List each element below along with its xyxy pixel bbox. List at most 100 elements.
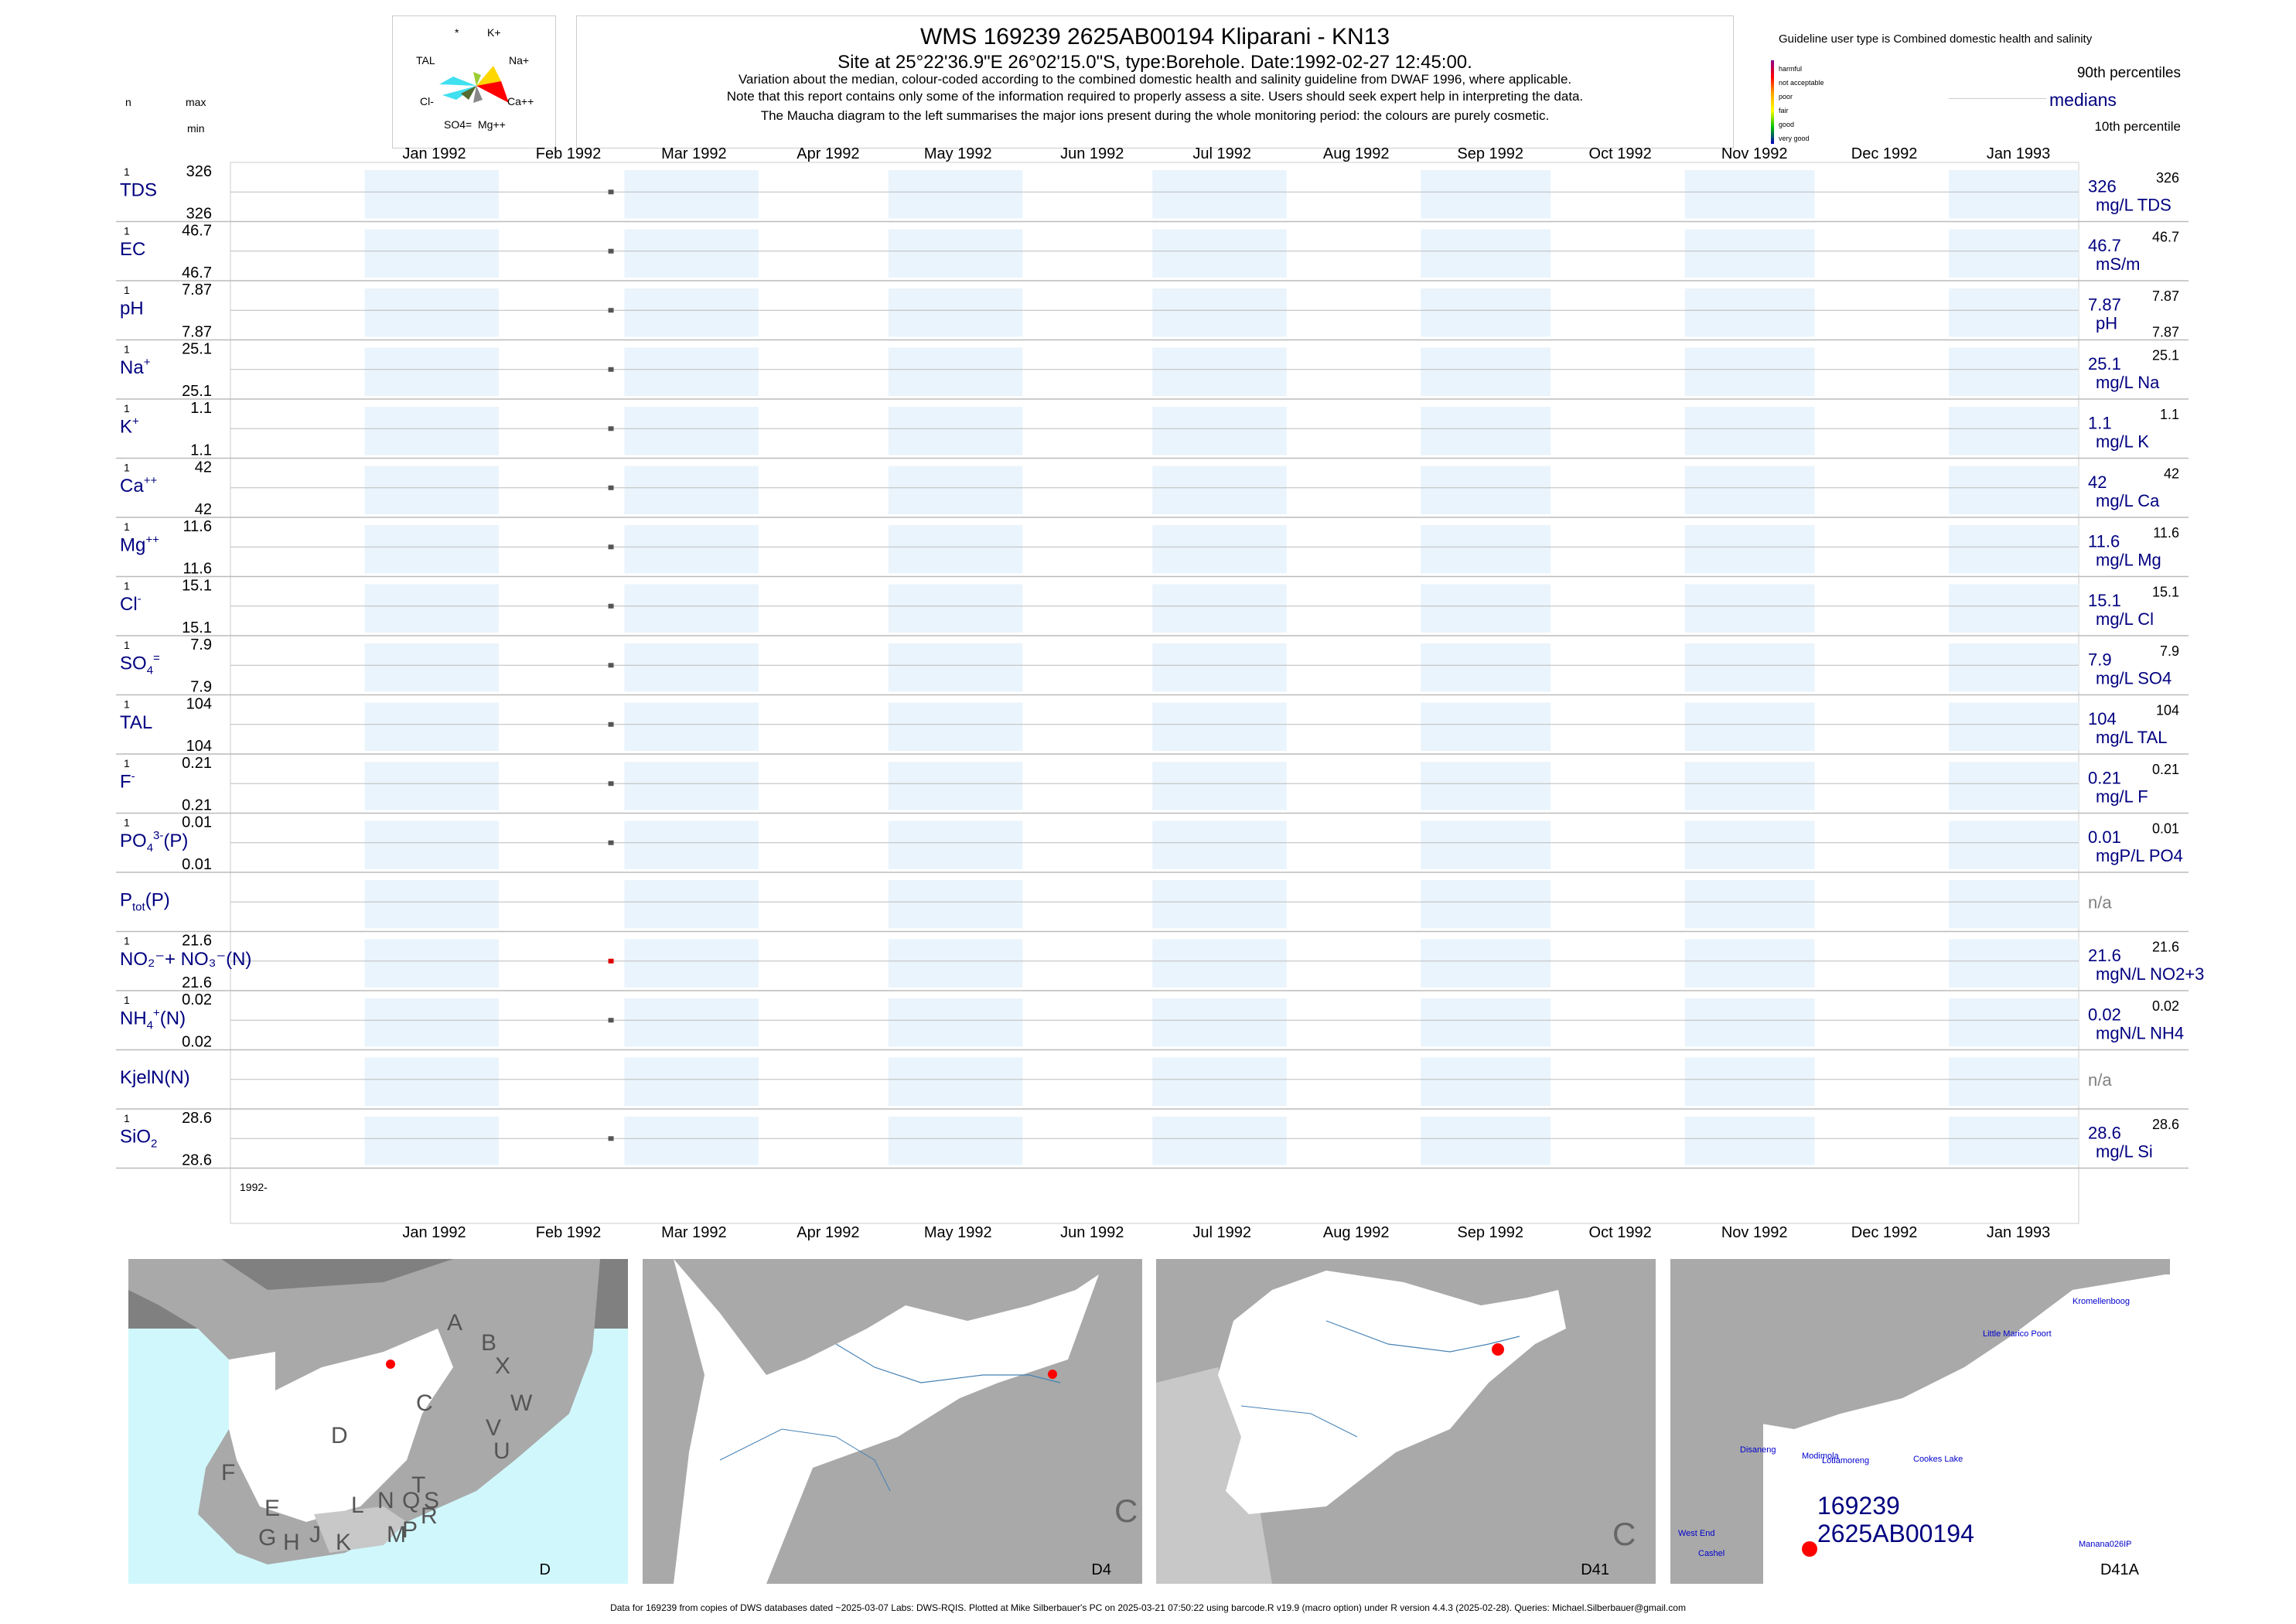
- right-median-value: 0.21: [2088, 768, 2121, 787]
- row-min-value: 1.1: [190, 442, 212, 459]
- row-min-value: 0.01: [182, 856, 212, 873]
- month-band: [624, 762, 759, 810]
- month-band: [1684, 229, 1815, 278]
- month-band: [888, 466, 1023, 514]
- month-band: [1949, 880, 2079, 929]
- note-line: The Maucha diagram to the left summarise…: [760, 108, 1550, 123]
- month-band: [1684, 288, 1815, 337]
- month-band: [888, 584, 1023, 633]
- row-max-value: 25.1: [182, 341, 212, 358]
- sample-count: 1: [124, 639, 130, 651]
- map-svg: Kromellenboog Little Marico Poort Disaneng…: [1670, 1259, 2170, 1584]
- month-band: [1949, 998, 2079, 1047]
- data-point: [608, 840, 614, 845]
- data-point: [608, 781, 614, 786]
- right-p90-value: 46.7: [2152, 230, 2179, 245]
- map-place-label: Disaneng: [1740, 1445, 1776, 1455]
- month-band: [364, 347, 500, 396]
- map-label: D4: [1091, 1561, 1111, 1578]
- row-max-value: 28.6: [182, 1110, 212, 1127]
- right-na: n/a: [2088, 892, 2112, 912]
- month-tick-label-bottom: Oct 1992: [1589, 1224, 1652, 1241]
- month-tick-label-bottom: Sep 1992: [1457, 1224, 1523, 1241]
- maucha-label: TAL: [416, 54, 435, 67]
- month-tick-label-top: Oct 1992: [1589, 145, 1652, 162]
- sample-count: 1: [124, 225, 130, 237]
- map-place-label: Cookes Lake: [1913, 1455, 1963, 1464]
- month-band: [364, 1057, 500, 1106]
- map-region-letter: N: [377, 1488, 394, 1513]
- parameter-label: SiO2: [120, 1126, 157, 1150]
- month-band: [364, 821, 500, 869]
- month-band: [1421, 998, 1551, 1047]
- right-p90-value: 326: [2156, 170, 2179, 186]
- map-label: D41: [1581, 1561, 1609, 1578]
- month-band: [1152, 998, 1287, 1047]
- sample-count: 1: [124, 402, 130, 415]
- right-median-value: 0.02: [2088, 1005, 2121, 1024]
- right-unit: mg/L Cl: [2096, 609, 2154, 629]
- month-band: [624, 466, 759, 514]
- right-p90-value: 11.6: [2153, 525, 2179, 541]
- row-min-value: 25.1: [182, 383, 212, 400]
- month-band: [364, 939, 500, 988]
- right-unit: mg/L Na: [2096, 373, 2160, 392]
- site-code-label: 2625AB00194: [1817, 1520, 1974, 1547]
- month-band: [364, 762, 500, 810]
- row-min-value: 46.7: [182, 264, 212, 281]
- map-place-label: Modimola: [1802, 1452, 1840, 1461]
- month-band: [1684, 880, 1815, 929]
- note-line: Note that this report contains only some…: [726, 89, 1584, 104]
- month-band: [364, 702, 500, 751]
- month-band: [1684, 1117, 1815, 1165]
- month-band: [1421, 939, 1551, 988]
- note-line: Variation about the median, colour-coded…: [738, 72, 1572, 87]
- legend-color-bar: [1771, 60, 1774, 144]
- month-band: [1421, 466, 1551, 514]
- month-band: [1152, 643, 1287, 692]
- month-band: [624, 1057, 759, 1106]
- right-median-value: 104: [2088, 709, 2117, 728]
- month-band: [624, 702, 759, 751]
- site-marker: [1048, 1370, 1057, 1379]
- row-max-value: 0.02: [182, 991, 212, 1008]
- map-quaternary-catchment: Kromellenboog Little Marico Poort Disaneng…: [1670, 1259, 2170, 1584]
- month-tick-label-bottom: Apr 1992: [797, 1224, 859, 1241]
- month-band: [624, 821, 759, 869]
- right-unit: mg/L TAL: [2096, 728, 2168, 747]
- row-min-value: 28.6: [182, 1152, 212, 1169]
- month-tick-label-top: Jun 1992: [1060, 145, 1124, 162]
- data-point: [608, 485, 614, 490]
- month-band: [1421, 347, 1551, 396]
- month-band: [1152, 762, 1287, 810]
- month-band: [1421, 762, 1551, 810]
- month-band: [624, 407, 759, 455]
- right-p90-value: 25.1: [2152, 348, 2179, 363]
- month-band: [888, 288, 1023, 337]
- sample-count: 1: [124, 698, 130, 711]
- legend-category: very good: [1779, 135, 1810, 142]
- site-id-label: 169239: [1817, 1492, 1900, 1520]
- data-point: [608, 1136, 614, 1141]
- month-band: [364, 643, 500, 692]
- right-p90-value: 0.21: [2152, 762, 2179, 777]
- month-band: [364, 170, 500, 219]
- month-band: [364, 1117, 500, 1165]
- month-band: [1949, 702, 2079, 751]
- parameter-label: pH: [120, 298, 144, 319]
- month-band: [1152, 1057, 1287, 1106]
- month-band: [888, 702, 1023, 751]
- data-point: [608, 722, 614, 727]
- data-point: [608, 544, 614, 550]
- month-band: [364, 584, 500, 633]
- row-min-value: 42: [195, 501, 212, 518]
- row-max-value: 7.87: [182, 281, 212, 299]
- map-region-letter: S: [424, 1488, 439, 1513]
- right-unit: mgP/L PO4: [2096, 846, 2183, 865]
- month-band: [1949, 939, 2079, 988]
- parameter-label: Na+: [120, 356, 151, 378]
- month-band: [624, 229, 759, 278]
- maucha-k-segment: [473, 72, 481, 86]
- footer: Data for 169239 from copies of DWS datab…: [610, 1602, 1686, 1613]
